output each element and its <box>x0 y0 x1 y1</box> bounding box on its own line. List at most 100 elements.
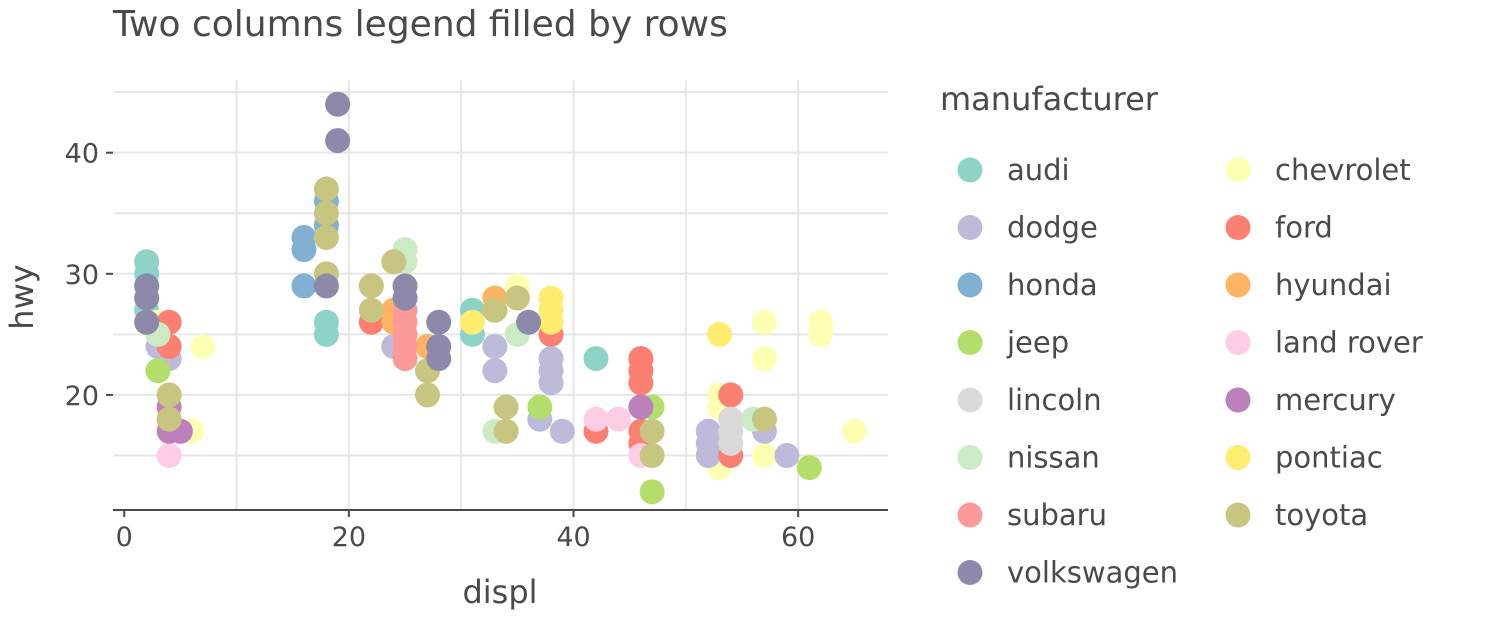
point-volkswagen <box>134 285 160 311</box>
point-volkswagen <box>426 309 452 335</box>
point-pontiac <box>707 321 733 347</box>
legend-key <box>957 387 983 413</box>
point-volkswagen <box>325 91 351 117</box>
legend-item-chevrolet: chevrolet <box>1225 153 1411 187</box>
point-dodge <box>482 358 508 384</box>
legend-item-nissan: nissan <box>957 441 1100 475</box>
point-land-rover <box>583 406 609 432</box>
point-jeep <box>796 455 822 481</box>
legend-key <box>957 560 983 585</box>
point-dodge <box>774 442 800 468</box>
legend-key <box>957 215 983 240</box>
point-volkswagen <box>325 128 351 154</box>
legend-item-dodge: dodge <box>957 211 1098 245</box>
legend-key <box>1225 215 1251 240</box>
legend-item-pontiac: pontiac <box>1225 441 1383 475</box>
point-jeep <box>527 394 553 420</box>
chart-title: Two columns legend filled by rows <box>112 4 728 45</box>
legend-item-ford: ford <box>1225 211 1333 245</box>
point-dodge <box>482 333 508 359</box>
legend-label: mercury <box>1275 383 1396 417</box>
point-honda <box>291 237 317 263</box>
point-pontiac <box>538 309 564 335</box>
point-chevrolet <box>751 346 777 372</box>
x-tick-label: 40 <box>556 522 590 553</box>
legend-item-honda: honda <box>957 268 1098 302</box>
legend-label: nissan <box>1007 441 1100 475</box>
point-toyota <box>482 297 508 323</box>
legend-label: land rover <box>1275 326 1423 360</box>
point-volkswagen <box>516 309 542 335</box>
legend-label: pontiac <box>1275 441 1383 475</box>
legend-label: audi <box>1007 153 1070 187</box>
legend-key <box>1225 272 1251 298</box>
point-toyota <box>313 176 339 202</box>
legend-title: manufacturer <box>940 80 1159 118</box>
point-land-rover <box>605 406 631 432</box>
legend-key <box>1225 387 1251 413</box>
point-toyota <box>639 442 665 468</box>
legend-item-audi: audi <box>957 153 1070 187</box>
y-tick-label: 30 <box>65 260 99 291</box>
point-chevrolet <box>751 442 777 468</box>
legend-label: jeep <box>1006 326 1069 360</box>
x-axis-ticks: 0 20 40 60 <box>116 510 815 553</box>
point-volkswagen <box>313 273 339 299</box>
legend-label: hyundai <box>1275 268 1392 302</box>
legend-label: subaru <box>1007 498 1107 532</box>
legend-key <box>957 330 983 355</box>
point-honda <box>291 273 317 299</box>
legend-label: ford <box>1275 211 1333 245</box>
point-lincoln <box>718 430 744 456</box>
point-mercury <box>628 394 654 420</box>
point-subaru <box>392 346 418 372</box>
point-jeep <box>639 479 665 505</box>
legend-label: volkswagen <box>1007 556 1178 590</box>
legend-item-jeep: jeep <box>957 326 1069 360</box>
legend-key <box>1225 445 1251 470</box>
point-toyota <box>414 382 440 408</box>
point-toyota <box>751 406 777 432</box>
point-volkswagen <box>134 309 160 335</box>
point-toyota <box>358 273 384 299</box>
point-toyota <box>493 418 519 444</box>
legend-key <box>957 272 983 298</box>
point-land-rover <box>156 442 182 468</box>
x-tick-label: 20 <box>332 522 366 553</box>
legend-label: honda <box>1007 268 1098 302</box>
point-audi <box>583 346 609 372</box>
y-axis-label: hwy <box>3 264 41 329</box>
point-toyota <box>493 394 519 420</box>
point-chevrolet <box>808 321 834 347</box>
legend-label: toyota <box>1275 498 1368 532</box>
y-tick-label: 40 <box>65 139 99 170</box>
legend: manufacturer audi chevrolet dodge ford honda… <box>940 80 1423 590</box>
point-volkswagen <box>392 285 418 311</box>
legend-key <box>1225 157 1251 183</box>
x-tick-label: 60 <box>781 522 815 553</box>
legend-key <box>957 502 983 528</box>
data-points <box>134 91 867 505</box>
grid <box>113 80 888 510</box>
point-ford <box>718 382 744 408</box>
point-toyota <box>639 418 665 444</box>
point-audi <box>313 321 339 347</box>
legend-item-volkswagen: volkswagen <box>957 556 1178 590</box>
x-axis-label: displ <box>462 573 537 611</box>
point-toyota <box>156 382 182 408</box>
point-toyota <box>358 297 384 323</box>
legend-label: lincoln <box>1007 383 1102 417</box>
legend-label: chevrolet <box>1275 153 1411 187</box>
point-toyota <box>504 285 530 311</box>
point-dodge <box>538 370 564 396</box>
point-toyota <box>313 200 339 226</box>
point-dodge <box>695 442 721 468</box>
point-jeep <box>145 358 171 384</box>
point-pontiac <box>459 309 485 335</box>
legend-item-lincoln: lincoln <box>957 383 1102 417</box>
y-axis-ticks: 20 30 40 <box>65 139 113 412</box>
legend-item-subaru: subaru <box>957 498 1107 532</box>
point-chevrolet <box>190 333 216 359</box>
point-ford <box>628 370 654 396</box>
